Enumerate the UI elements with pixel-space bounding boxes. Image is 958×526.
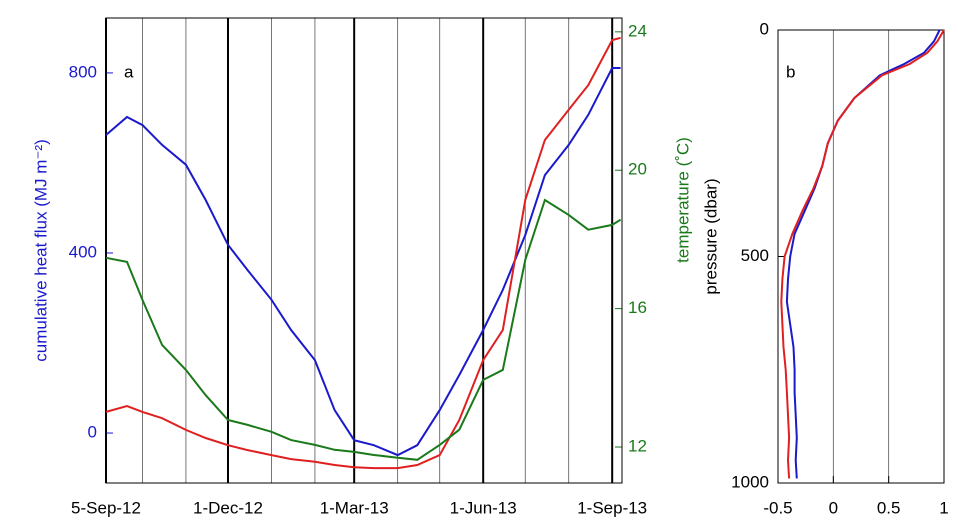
y-tick-label: 400 [69, 242, 97, 261]
y-axis-label: pressure (dbar) [701, 178, 720, 294]
series-line [105, 36, 621, 470]
y-tick-label: 800 [69, 62, 97, 81]
x-tick-label: 0.5 [877, 498, 901, 517]
x-tick-label: 1-Dec-12 [193, 498, 263, 517]
x-tick-label: 0 [829, 498, 838, 517]
y2-axis-label: temperature (˚C) [673, 137, 692, 263]
panel-label: a [124, 62, 134, 81]
x-tick-label: 1-Sep-13 [577, 498, 647, 517]
x-tick-label: 1-Mar-13 [320, 498, 389, 517]
y-tick-label: 0 [760, 19, 769, 38]
x-tick-label: 1-Jun-13 [450, 498, 517, 517]
x-tick-label: 1 [939, 498, 948, 517]
series-line [785, 29, 941, 479]
y-tick-label: 500 [741, 246, 769, 265]
series-line [780, 29, 945, 479]
y2-tick-label: 20 [628, 160, 647, 179]
y-axis-label: cumulative heat flux (MJ m⁻²) [31, 139, 50, 361]
series-line [105, 67, 621, 457]
plot-frame [105, 17, 623, 484]
y2-tick-label: 12 [628, 437, 647, 456]
y2-tick-label: 16 [628, 298, 647, 317]
y2-tick-label: 24 [628, 21, 647, 40]
y-tick-label: 1000 [731, 472, 769, 491]
plot-frame [777, 29, 945, 484]
x-tick-label: -0.5 [763, 498, 792, 517]
y-tick-label: 0 [88, 423, 97, 442]
x-tick-label: 5-Sep-12 [71, 498, 141, 517]
panel-label: b [786, 62, 795, 81]
series-line [105, 198, 622, 461]
